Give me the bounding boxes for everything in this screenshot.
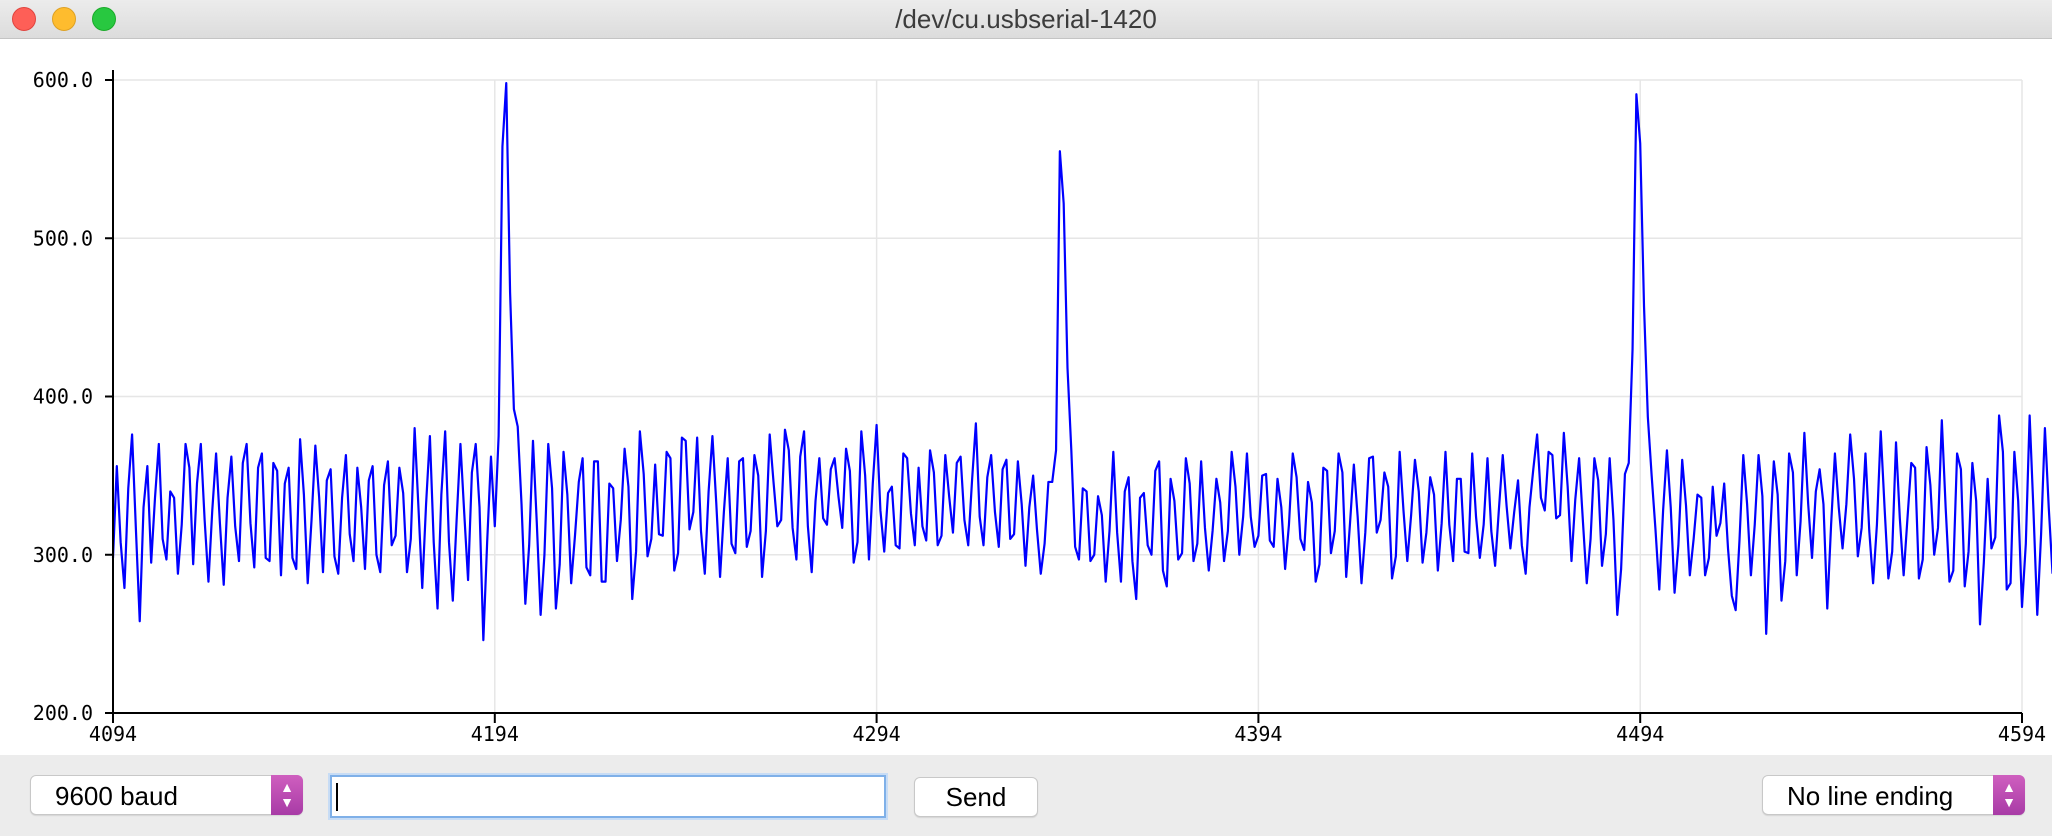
series-line (111, 82, 2052, 642)
serial-plot-chart: 4094 4194 4294 4394 4494 4594 200.0 300.0 400.0 5… (33, 68, 2052, 746)
line-ending-label: No line ending (1787, 781, 1954, 811)
x-tick-label: 4494 (1616, 722, 1664, 746)
line-ending-select[interactable]: No line ending ▲ ▼ (1762, 775, 2025, 815)
chevron-updown-icon: ▲ ▼ (1993, 775, 2025, 815)
text-caret (336, 783, 338, 811)
window-title: /dev/cu.usbserial-1420 (895, 4, 1157, 34)
y-tick-label: 300.0 (33, 543, 93, 567)
x-tick-label: 4194 (471, 722, 519, 746)
bottom-toolbar: 9600 baud ▲ ▼ Send No line ending ▲ ▼ (0, 755, 2052, 836)
chevron-updown-icon: ▲ ▼ (271, 775, 303, 815)
x-tick-label: 4294 (853, 722, 901, 746)
close-window-button[interactable] (12, 7, 36, 31)
maximize-window-button[interactable] (92, 7, 116, 31)
y-tick-label: 400.0 (33, 385, 93, 409)
x-tick-label: 4594 (1998, 722, 2046, 746)
y-tick-label: 500.0 (33, 226, 93, 250)
window-titlebar: /dev/cu.usbserial-1420 (0, 0, 2052, 39)
baud-rate-select[interactable]: 9600 baud ▲ ▼ (30, 775, 303, 815)
minimize-window-button[interactable] (52, 7, 76, 31)
x-tick-label: 4094 (89, 722, 137, 746)
y-tick-label: 200.0 (33, 701, 93, 725)
baud-rate-label: 9600 baud (55, 781, 178, 811)
x-tick-label: 4394 (1234, 722, 1282, 746)
serial-plotter-area: 4094 4194 4294 4394 4494 4594 200.0 300.0 400.0 5… (0, 39, 2052, 755)
serial-message-input[interactable] (328, 773, 888, 820)
y-tick-label: 600.0 (33, 68, 93, 92)
send-button[interactable]: Send (914, 777, 1038, 817)
